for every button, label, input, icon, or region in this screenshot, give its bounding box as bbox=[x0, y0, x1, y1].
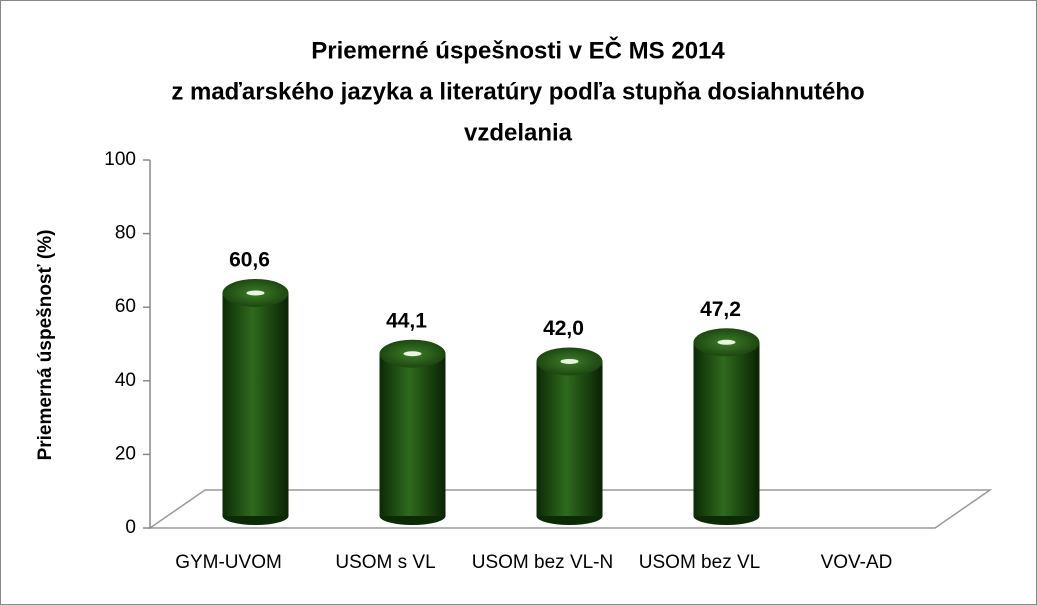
x-tick-label: USOM bez VL-N bbox=[472, 552, 613, 573]
bar-highlight bbox=[717, 339, 736, 345]
chart-title: z maďarského jazyka a literatúry podľa s… bbox=[171, 78, 864, 105]
bar bbox=[222, 292, 289, 516]
x-tick-label: GYM-UVOM bbox=[175, 552, 282, 573]
value-label: 60,6 bbox=[229, 249, 270, 272]
bar-highlight bbox=[403, 351, 422, 357]
y-tick-label: 0 bbox=[125, 517, 136, 538]
x-tick-label: VOV-AD bbox=[821, 552, 893, 573]
value-label: 42,0 bbox=[543, 317, 584, 340]
y-tick-label: 20 bbox=[115, 443, 136, 464]
bar bbox=[379, 353, 446, 516]
bar-highlight bbox=[560, 358, 579, 364]
y-tick-label: 100 bbox=[104, 149, 136, 170]
bar bbox=[536, 361, 603, 516]
bar-highlight bbox=[246, 290, 265, 296]
bar bbox=[693, 342, 760, 516]
value-label: 47,2 bbox=[700, 298, 741, 321]
y-tick-label: 60 bbox=[115, 296, 136, 317]
chart-title: vzdelania bbox=[464, 119, 573, 146]
x-tick-label: USOM s VL bbox=[335, 552, 435, 573]
y-tick-label: 80 bbox=[115, 223, 136, 244]
value-label: 44,1 bbox=[386, 309, 427, 332]
x-tick-label: USOM bez VL bbox=[639, 552, 760, 573]
y-axis-label: Priemerná úspešnosť (%) bbox=[35, 230, 56, 461]
chart-title: Priemerné úspešnosti v EČ MS 2014 bbox=[311, 36, 725, 64]
y-tick-label: 40 bbox=[115, 370, 136, 391]
